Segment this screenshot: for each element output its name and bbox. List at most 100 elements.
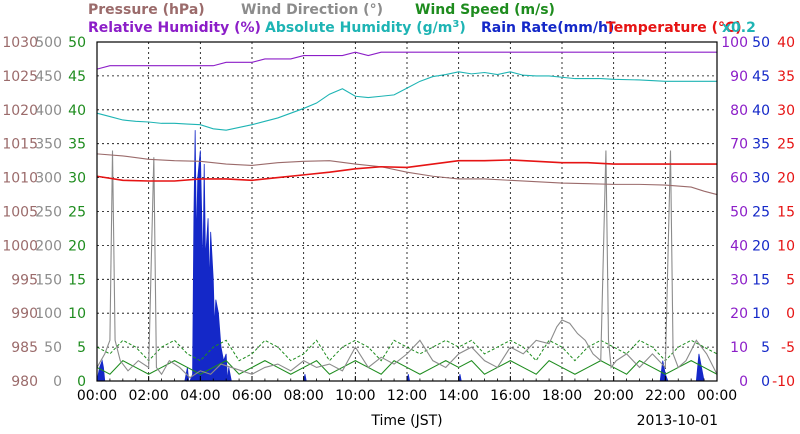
right-tick-relative-humidity: 20 bbox=[730, 306, 748, 322]
x-tick-label: 20:00 bbox=[593, 388, 633, 404]
left-axes: 1030102510201015101010051000995990985980… bbox=[2, 35, 86, 390]
left-tick-wind-speed: 25 bbox=[68, 205, 86, 221]
left-tick-wind-speed: 10 bbox=[68, 306, 86, 322]
left-tick-wind-speed: 15 bbox=[68, 272, 86, 288]
left-tick-wind-speed: 5 bbox=[77, 340, 86, 356]
right-axes: 1009080706050403020100504540353025201510… bbox=[721, 35, 795, 390]
right-tick-temperature: 30 bbox=[777, 103, 795, 119]
left-tick-pressure: 1020 bbox=[2, 103, 38, 119]
legend-absolute-humidity-g-m: Absolute Humidity (g/m3) bbox=[265, 19, 466, 37]
series-wind-speed bbox=[96, 359, 718, 375]
left-tick-pressure: 1010 bbox=[2, 171, 38, 187]
legend-rain-rate-mm-h: Rain Rate(mm/h) bbox=[481, 20, 614, 36]
right-tick-rain-rate: 5 bbox=[761, 340, 770, 356]
right-tick-temperature: -5 bbox=[781, 340, 795, 356]
legend-pressure-hpa: Pressure (hPa) bbox=[88, 2, 205, 18]
left-tick-wind-direction: 350 bbox=[35, 137, 62, 153]
multiplier-label: x0.2 bbox=[722, 20, 756, 36]
right-tick-rain-rate: 30 bbox=[752, 171, 770, 187]
right-tick-rain-rate: 25 bbox=[752, 205, 770, 221]
right-tick-temperature: 40 bbox=[777, 35, 795, 51]
left-tick-pressure: 1025 bbox=[2, 69, 38, 85]
right-tick-temperature: 20 bbox=[777, 171, 795, 187]
left-tick-wind-speed: 45 bbox=[68, 69, 86, 85]
right-tick-temperature: 25 bbox=[777, 137, 795, 153]
right-tick-relative-humidity: 60 bbox=[730, 171, 748, 187]
x-tick-label: 04:00 bbox=[180, 388, 220, 404]
right-tick-relative-humidity: 80 bbox=[730, 103, 748, 119]
x-tick-label: 10:00 bbox=[335, 388, 375, 404]
x-tick-label: 14:00 bbox=[438, 388, 478, 404]
right-tick-rain-rate: 15 bbox=[752, 272, 770, 288]
right-tick-rain-rate: 20 bbox=[752, 238, 770, 254]
x-axis: 00:00 02:00 04:00 06:00 08:00 10:00 12:00 14:00… bbox=[77, 376, 737, 404]
x-axis-label: Time (JST) bbox=[370, 413, 442, 429]
right-tick-relative-humidity: 0 bbox=[739, 374, 748, 390]
left-tick-wind-speed: 20 bbox=[68, 238, 86, 254]
legend-temperature-c: Temperature (°C) bbox=[606, 20, 742, 36]
grid bbox=[97, 42, 717, 381]
right-tick-temperature: 0 bbox=[786, 306, 795, 322]
right-tick-temperature: 10 bbox=[777, 238, 795, 254]
right-tick-temperature: -10 bbox=[772, 374, 795, 390]
legend-wind-speed-m-s: Wind Speed (m/s) bbox=[415, 2, 555, 18]
right-tick-relative-humidity: 10 bbox=[730, 340, 748, 356]
right-tick-relative-humidity: 40 bbox=[730, 238, 748, 254]
right-tick-temperature: 35 bbox=[777, 69, 795, 85]
left-tick-wind-direction: 300 bbox=[35, 171, 62, 187]
right-tick-rain-rate: 40 bbox=[752, 103, 770, 119]
x-tick-label: 02:00 bbox=[128, 388, 168, 404]
right-tick-temperature: 5 bbox=[786, 272, 795, 288]
right-tick-relative-humidity: 100 bbox=[721, 35, 748, 51]
right-tick-rain-rate: 0 bbox=[761, 374, 770, 390]
left-tick-pressure: 1000 bbox=[2, 238, 38, 254]
series-wind-direction bbox=[96, 150, 718, 379]
right-tick-relative-humidity: 30 bbox=[730, 272, 748, 288]
legend-row-top: Pressure (hPa) Wind Direction (°) Wind Spe… bbox=[88, 2, 555, 18]
right-tick-relative-humidity: 50 bbox=[730, 205, 748, 221]
left-tick-pressure: 1005 bbox=[2, 205, 38, 221]
left-tick-pressure: 985 bbox=[11, 340, 38, 356]
right-tick-relative-humidity: 70 bbox=[730, 137, 748, 153]
x-tick-label: 22:00 bbox=[645, 388, 685, 404]
left-tick-wind-speed: 35 bbox=[68, 137, 86, 153]
legend-wind-direction: Wind Direction (°) bbox=[241, 2, 383, 18]
left-tick-wind-direction: 450 bbox=[35, 69, 62, 85]
series-layer bbox=[96, 51, 718, 382]
x-tick-label: 18:00 bbox=[542, 388, 582, 404]
left-tick-wind-speed: 40 bbox=[68, 103, 86, 119]
left-tick-wind-speed: 0 bbox=[77, 374, 86, 390]
left-tick-wind-direction: 500 bbox=[35, 35, 62, 51]
left-tick-wind-direction: 400 bbox=[35, 103, 62, 119]
date-label: 2013-10-01 bbox=[637, 413, 718, 429]
left-tick-pressure: 1030 bbox=[2, 35, 38, 51]
left-tick-wind-speed: 30 bbox=[68, 171, 86, 187]
left-tick-wind-direction: 50 bbox=[44, 340, 62, 356]
series-temperature bbox=[96, 159, 717, 182]
series-absolute-humidity-x0-2 bbox=[96, 71, 717, 131]
left-tick-wind-direction: 0 bbox=[53, 374, 62, 390]
x-tick-label: 16:00 bbox=[490, 388, 530, 404]
left-tick-pressure: 990 bbox=[11, 306, 38, 322]
series-pressure bbox=[96, 153, 718, 196]
left-tick-pressure: 995 bbox=[11, 272, 38, 288]
left-tick-wind-speed: 50 bbox=[68, 35, 86, 51]
right-tick-relative-humidity: 90 bbox=[730, 69, 748, 85]
series-relative-humidity bbox=[96, 51, 717, 70]
x-tick-label: 00:00 bbox=[77, 388, 117, 404]
right-tick-rain-rate: 10 bbox=[752, 306, 770, 322]
left-tick-wind-direction: 100 bbox=[35, 306, 62, 322]
series-wind-speed-max bbox=[96, 339, 718, 362]
right-tick-rain-rate: 50 bbox=[752, 35, 770, 51]
x-tick-label: 12:00 bbox=[387, 388, 427, 404]
left-tick-pressure: 980 bbox=[11, 374, 38, 390]
x-tick-label: 00:00 bbox=[697, 388, 737, 404]
left-tick-pressure: 1015 bbox=[2, 137, 38, 153]
left-tick-wind-direction: 150 bbox=[35, 272, 62, 288]
right-tick-rain-rate: 45 bbox=[752, 69, 770, 85]
left-tick-wind-direction: 250 bbox=[35, 205, 62, 221]
x-tick-label: 08:00 bbox=[283, 388, 323, 404]
legend-row-bottom: Relative Humidity (%) Absolute Humidity (… bbox=[88, 19, 742, 37]
legend-relative-humidity: Relative Humidity (%) bbox=[88, 20, 261, 36]
